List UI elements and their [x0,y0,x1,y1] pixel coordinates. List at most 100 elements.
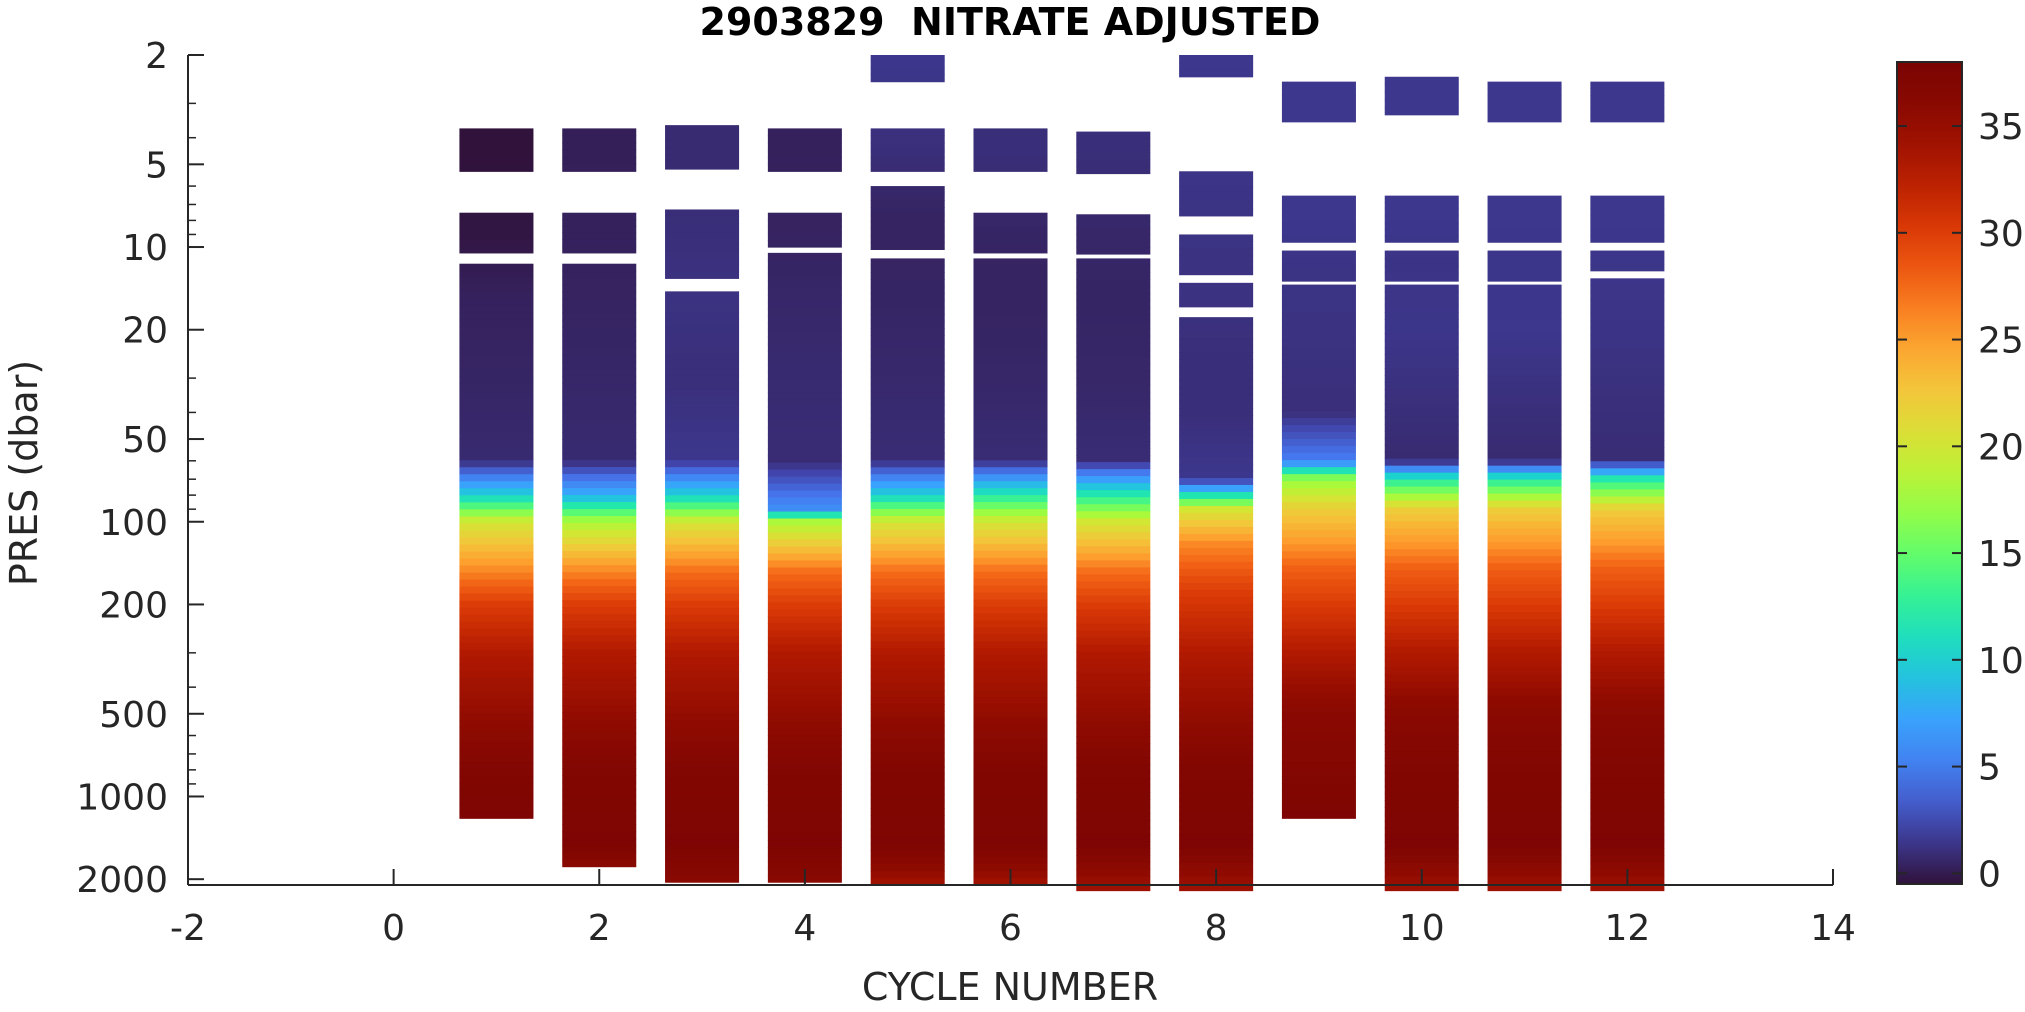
data-cell [1076,166,1151,175]
data-cell [562,142,637,151]
data-cell [665,720,740,729]
data-cell [1487,430,1562,439]
data-cell [1487,298,1562,307]
data-cell [1281,410,1356,419]
data-cell [1076,349,1151,358]
data-cell [562,382,637,391]
data-cell [767,595,842,604]
data-cell [870,864,945,872]
data-cell [973,620,1048,628]
data-cell [665,635,740,644]
data-cell [1179,827,1254,836]
data-cell [459,319,534,328]
data-cell [1179,282,1254,292]
data-cell [1487,81,1562,89]
data-cell [1487,444,1562,453]
data-cell [1179,715,1254,724]
data-cell [1179,234,1254,242]
data-cell [1076,145,1151,154]
data-cell [459,565,534,574]
data-cell [1384,84,1459,93]
data-cell [1179,373,1254,381]
data-cell [459,263,534,272]
data-cell [973,142,1048,151]
data-cell [665,382,740,391]
data-cell [665,340,740,349]
data-cell [1384,820,1459,829]
data-cell [1179,345,1254,353]
data-cell [767,665,842,673]
data-cell [870,829,945,837]
data-cell [665,333,740,342]
data-cell [665,243,740,252]
data-cell [1281,375,1356,384]
data-cell [562,361,637,370]
data-cell [1281,572,1356,581]
data-cell [870,186,945,194]
data-cell [459,333,534,342]
data-cell [871,46,945,54]
data-cell [562,796,637,805]
y-tick-label: 2000 [76,860,168,901]
data-cell [1590,390,1665,399]
data-cell [1487,827,1562,836]
data-cell [1076,876,1151,885]
data-cell [665,125,740,134]
data-cell [870,235,945,243]
data-cell [459,277,534,286]
data-cell [1487,883,1562,892]
data-cell [1487,402,1562,411]
data-cell [665,410,740,419]
data-cell [459,684,534,693]
data-cell [1179,883,1254,892]
data-cell [767,560,842,569]
profile-column-cycle-9 [1281,81,1356,819]
data-cell [1179,470,1254,479]
data-cell [1281,319,1356,328]
data-cell [459,246,534,254]
data-cell [1281,558,1356,567]
profile-column-cycle-3 [665,125,740,883]
data-cell [459,811,534,819]
data-cell [870,641,945,649]
data-cell [1281,790,1356,798]
data-cell [767,441,842,450]
data-cell [562,789,637,798]
data-cell [562,509,637,517]
data-cell [1076,707,1151,716]
data-cell [767,350,842,359]
data-cell [1076,455,1151,463]
data-cell [767,287,842,296]
data-cell [870,599,945,608]
data-cell [973,627,1048,635]
data-cell [562,761,637,770]
data-cell [767,833,842,841]
data-cell [870,745,945,754]
data-cell [973,536,1048,545]
data-cell [870,200,945,208]
data-cell [562,705,637,713]
data-cell [1281,81,1356,89]
data-cell [1281,439,1356,447]
data-cell [767,240,842,248]
data-cell [973,293,1048,301]
data-cell [1281,769,1356,777]
data-cell [870,362,945,371]
data-cell [1487,772,1562,780]
data-cell [1487,95,1562,103]
data-cell [973,676,1048,684]
data-cell [1179,380,1254,388]
data-cell [1076,398,1151,407]
data-cell [1487,716,1562,724]
data-cell [1384,382,1459,390]
data-cell [1179,359,1254,367]
data-cell [973,453,1048,461]
data-cell [1590,714,1665,723]
data-cell [1384,744,1459,752]
data-cell [870,128,945,137]
data-cell [562,438,637,447]
data-cell [1281,642,1356,651]
data-cell [1487,202,1562,210]
data-cell [562,551,637,559]
data-cell [1179,352,1254,360]
